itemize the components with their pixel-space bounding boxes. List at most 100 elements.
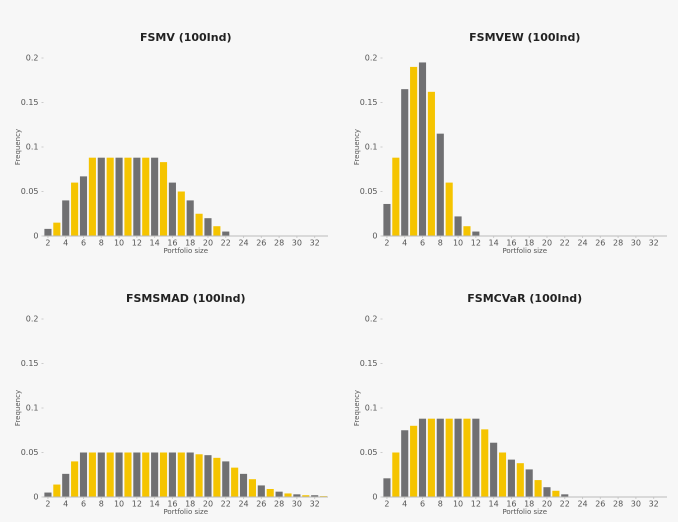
bar xyxy=(445,418,453,497)
x-tick-label: 28 xyxy=(613,500,623,509)
bar xyxy=(44,228,52,236)
bar xyxy=(222,231,230,236)
x-axis-label: Portfolio size xyxy=(502,508,547,516)
bar xyxy=(311,495,319,497)
bar xyxy=(213,226,221,236)
bar xyxy=(239,473,248,497)
bar xyxy=(79,176,88,236)
bar xyxy=(204,218,212,236)
x-axis-label: Portfolio size xyxy=(502,247,547,255)
bar xyxy=(115,452,123,497)
bar xyxy=(53,484,61,497)
bar xyxy=(490,442,498,497)
bar xyxy=(71,182,79,236)
bar xyxy=(204,455,212,497)
x-tick-label: 18 xyxy=(185,500,195,509)
y-tick-label: 0 xyxy=(33,493,38,502)
x-tick-label: 26 xyxy=(256,500,266,509)
bar xyxy=(151,157,159,236)
x-tick-label: 4 xyxy=(63,239,68,248)
bar xyxy=(71,461,79,497)
bar xyxy=(88,157,96,236)
bar xyxy=(142,452,150,497)
bar xyxy=(561,494,569,497)
bar xyxy=(275,491,283,497)
bar xyxy=(454,216,462,236)
bar xyxy=(481,429,489,497)
y-axis-label: Frequency xyxy=(353,390,361,426)
x-tick-label: 16 xyxy=(167,500,177,509)
x-tick-label: 24 xyxy=(238,239,248,248)
chart-title: FSMCVaR (100Ind) xyxy=(467,292,582,305)
chart-title: FSMV (100Ind) xyxy=(140,31,232,44)
bar xyxy=(516,463,524,497)
x-tick-label: 16 xyxy=(506,500,516,509)
y-tick-label: 0 xyxy=(33,232,38,241)
bar xyxy=(392,452,400,497)
bar xyxy=(97,452,105,497)
bar xyxy=(159,162,168,236)
x-tick-label: 22 xyxy=(560,239,570,248)
x-tick-label: 10 xyxy=(114,239,124,248)
bar xyxy=(62,473,70,497)
x-tick-label: 30 xyxy=(631,500,641,509)
x-tick-label: 2 xyxy=(45,239,50,248)
x-tick-label: 2 xyxy=(384,500,389,509)
bar xyxy=(151,452,159,497)
y-tick-label: 0.15 xyxy=(21,359,39,368)
x-tick-label: 12 xyxy=(132,500,142,509)
y-tick-label: 0.2 xyxy=(26,54,39,63)
bar xyxy=(383,478,391,497)
x-tick-label: 26 xyxy=(595,239,605,248)
x-tick-label: 10 xyxy=(453,500,463,509)
bar xyxy=(293,494,301,497)
bar xyxy=(436,418,444,497)
bar xyxy=(168,182,176,236)
bar xyxy=(106,452,114,497)
y-tick-label: 0 xyxy=(372,493,377,502)
bar xyxy=(177,191,185,236)
bar xyxy=(302,495,310,497)
bar xyxy=(534,480,542,497)
x-tick-label: 4 xyxy=(402,239,407,248)
bar xyxy=(525,469,533,497)
x-tick-label: 10 xyxy=(114,500,124,509)
x-tick-label: 10 xyxy=(453,239,463,248)
x-tick-label: 8 xyxy=(438,500,443,509)
chart-title: FSMVEW (100Ind) xyxy=(469,31,580,44)
y-tick-label: 0.05 xyxy=(360,187,378,196)
bar xyxy=(410,425,418,497)
bar xyxy=(472,418,480,497)
bar xyxy=(266,488,274,497)
bar xyxy=(507,459,515,497)
x-tick-label: 30 xyxy=(292,500,302,509)
x-axis-label: Portfolio size xyxy=(163,508,208,516)
x-tick-label: 30 xyxy=(292,239,302,248)
x-tick-label: 16 xyxy=(506,239,516,248)
bar xyxy=(133,452,141,497)
x-tick-label: 26 xyxy=(256,239,266,248)
x-tick-label: 16 xyxy=(167,239,177,248)
bar xyxy=(427,418,435,497)
y-tick-label: 0.15 xyxy=(21,98,39,107)
x-tick-label: 14 xyxy=(150,500,160,509)
bar xyxy=(418,62,427,237)
bar xyxy=(427,91,435,236)
x-tick-label: 14 xyxy=(489,239,499,248)
x-tick-label: 6 xyxy=(81,239,86,248)
y-tick-label: 0.2 xyxy=(365,315,378,324)
x-tick-label: 22 xyxy=(221,239,231,248)
bar xyxy=(133,157,141,236)
bar xyxy=(401,430,409,497)
bar xyxy=(231,467,239,497)
bar xyxy=(142,157,150,236)
y-tick-label: 0 xyxy=(372,232,377,241)
y-tick-label: 0.1 xyxy=(26,143,39,152)
bar xyxy=(195,454,203,497)
x-tick-label: 20 xyxy=(542,239,552,248)
x-tick-label: 32 xyxy=(649,239,659,248)
x-tick-label: 18 xyxy=(185,239,195,248)
bar xyxy=(418,418,427,497)
bar xyxy=(186,452,194,497)
bar xyxy=(106,157,114,236)
